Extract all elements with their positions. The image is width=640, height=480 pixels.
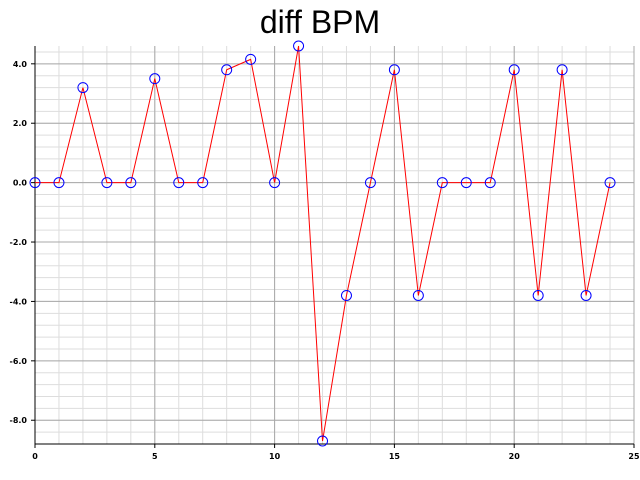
data-point: [364, 177, 376, 189]
data-point: [604, 177, 616, 189]
data-point: [53, 177, 65, 189]
x-tick-label: 10: [269, 452, 281, 461]
y-tick-label: -2.0: [10, 238, 28, 247]
y-tick-label: -6.0: [10, 357, 28, 366]
axes: [31, 46, 635, 448]
x-tick-label: 20: [509, 452, 521, 461]
data-point: [269, 177, 281, 189]
x-tick-label: 15: [389, 452, 401, 461]
data-point: [532, 289, 544, 301]
y-tick-label: -8.0: [10, 416, 28, 425]
data-point: [508, 64, 520, 76]
data-point: [197, 177, 209, 189]
data-point: [580, 289, 592, 301]
y-tick-label: 0.0: [13, 179, 28, 188]
x-tick-label: 25: [628, 452, 640, 461]
data-point: [245, 53, 257, 65]
tick-labels: 0 5 10 15 20 25 4.0 2.0 0.0 -2.0 -4.0 -6.0 -8.0: [10, 60, 640, 461]
series-line: [35, 45, 611, 442]
data-point: [29, 177, 41, 189]
data-point: [125, 177, 137, 189]
y-tick-label: -4.0: [10, 297, 28, 306]
x-tick-label: 0: [32, 452, 38, 461]
x-tick-label: 5: [152, 452, 158, 461]
data-point: [556, 64, 568, 76]
y-tick-label: 2.0: [13, 119, 28, 128]
minor-grid: [34, 46, 635, 445]
data-point: [317, 435, 329, 447]
data-point: [436, 177, 448, 189]
chart-title: diff BPM: [259, 4, 381, 40]
data-point: [149, 73, 161, 85]
data-point: [173, 177, 185, 189]
data-point: [340, 289, 352, 301]
data-point: [77, 82, 89, 94]
data-point: [221, 64, 233, 76]
data-point: [388, 64, 400, 76]
y-tick-label: 4.0: [13, 60, 28, 69]
major-grid: [34, 46, 635, 444]
data-point: [484, 177, 496, 189]
data-point: [460, 177, 472, 189]
data-point: [412, 289, 424, 301]
series: [29, 40, 616, 447]
data-point: [293, 40, 305, 52]
data-point: [101, 177, 113, 189]
